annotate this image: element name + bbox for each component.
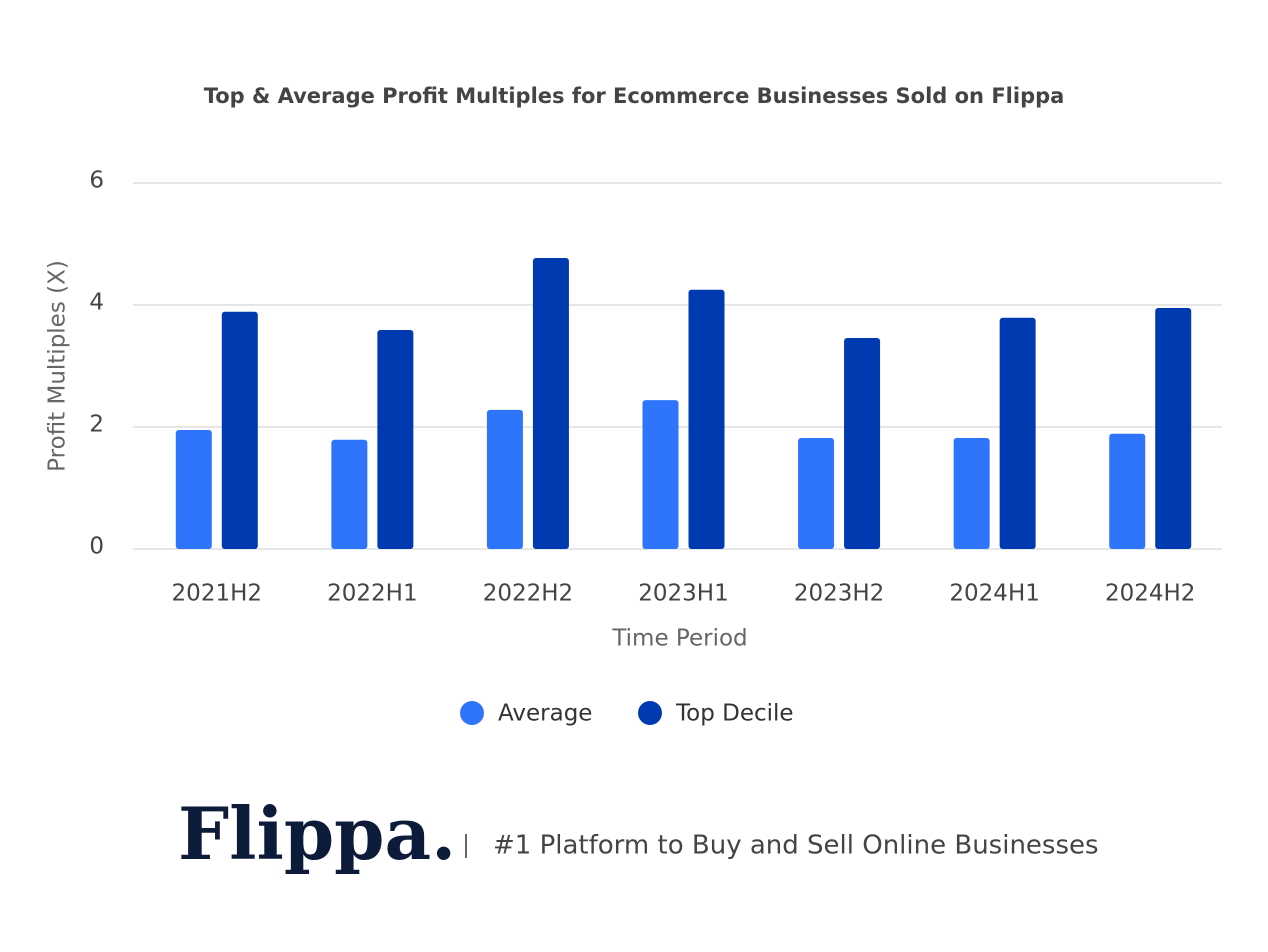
bar	[953, 437, 990, 549]
x-axis-title: Time Period	[611, 626, 747, 652]
bar	[1155, 308, 1192, 549]
x-tick-label: 2022H2	[483, 581, 573, 607]
bar	[688, 289, 725, 549]
bar	[642, 400, 679, 549]
legend-marker	[460, 701, 484, 725]
bar	[486, 409, 523, 549]
x-tick-label: 2023H1	[638, 581, 728, 607]
x-tick-label: 2021H2	[172, 581, 262, 607]
x-tick-label: 2022H1	[327, 581, 417, 607]
bar	[999, 317, 1036, 549]
bar	[377, 330, 414, 549]
bar	[798, 437, 835, 549]
bar	[221, 311, 258, 549]
legend-marker	[638, 701, 662, 725]
x-tick-label: 2024H1	[949, 581, 1039, 607]
bar	[1109, 433, 1146, 549]
logo: Flippa.	[178, 791, 456, 876]
y-tick-label: 0	[89, 534, 104, 560]
x-tick-label: 2024H2	[1105, 581, 1195, 607]
y-axis-title: Profit Multiples (X)	[45, 260, 71, 472]
bar	[844, 337, 881, 549]
y-tick-label: 6	[89, 168, 104, 194]
legend-label: Average	[498, 701, 592, 727]
chart-title: Top & Average Profit Multiples for Ecomm…	[204, 84, 1065, 108]
bar	[331, 439, 368, 549]
x-tick-label: 2023H2	[794, 581, 884, 607]
tagline: #1 Platform to Buy and Sell Online Busin…	[493, 831, 1099, 861]
y-tick-label: 4	[89, 290, 104, 316]
legend-label: Top Decile	[675, 701, 794, 727]
bar	[175, 430, 212, 549]
y-tick-label: 2	[89, 412, 104, 438]
bar	[532, 258, 569, 549]
